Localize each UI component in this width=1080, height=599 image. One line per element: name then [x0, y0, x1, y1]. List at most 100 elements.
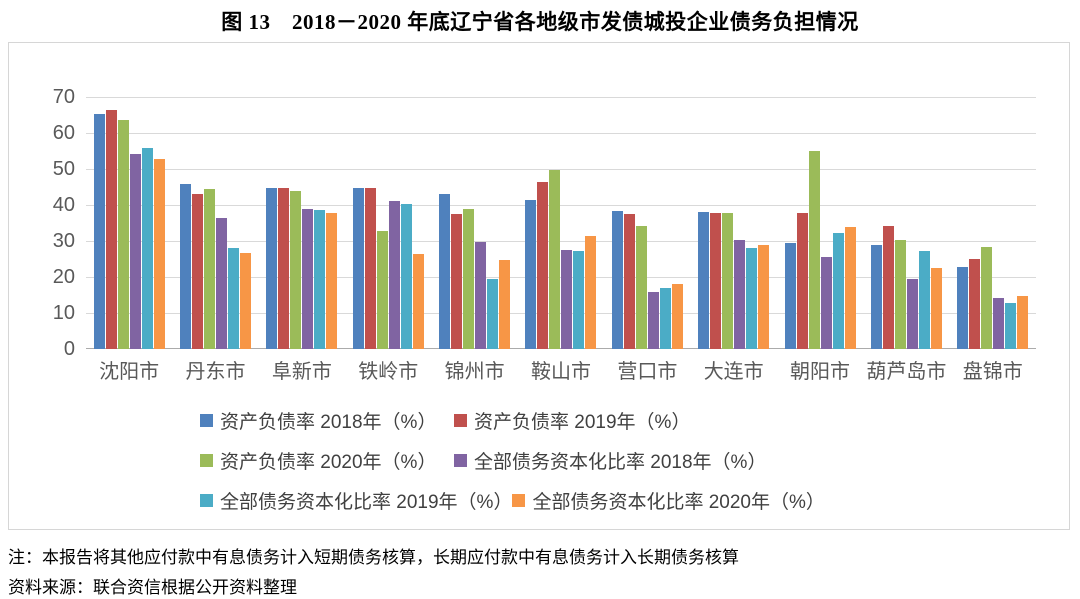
- bar: [635, 226, 647, 349]
- bar: [585, 236, 597, 349]
- y-tick-label: 30: [52, 230, 75, 252]
- bar: [278, 188, 290, 349]
- bar: [698, 212, 710, 349]
- gridline: [86, 97, 1036, 98]
- legend-label: 资产负债率 2019年（%）: [474, 412, 691, 433]
- bar: [525, 200, 537, 349]
- bar: [808, 151, 820, 349]
- bar: [796, 213, 808, 349]
- bar: [1017, 296, 1029, 349]
- bar: [561, 250, 573, 349]
- legend-swatch-icon: [512, 494, 526, 507]
- gridline: [86, 313, 1036, 314]
- legend-swatch-icon: [200, 494, 213, 507]
- bar-group: [950, 97, 1036, 349]
- bar: [412, 254, 424, 349]
- bar: [611, 211, 623, 349]
- bar: [475, 242, 487, 349]
- legend-swatch-icon: [200, 414, 213, 427]
- bar: [957, 267, 969, 349]
- footnote-methodology: 注：本报告将其他应付款中有息债务计入短期债务核算，长期应付款中有息债务计入长期债…: [8, 548, 739, 567]
- bar: [499, 260, 511, 349]
- bar: [204, 189, 216, 349]
- bar: [537, 182, 549, 349]
- bar: [400, 204, 412, 349]
- bar: [659, 288, 671, 349]
- bar: [993, 298, 1005, 349]
- bar: [153, 159, 165, 349]
- bar: [314, 210, 326, 349]
- bar: [882, 226, 894, 349]
- legend-swatch-icon: [200, 454, 213, 467]
- bar: [722, 213, 734, 349]
- bar: [758, 245, 770, 349]
- chart-title: 图 13 2018－2020 年底辽宁省各地级市发债城投企业债务负担情况: [221, 10, 859, 34]
- bar: [894, 240, 906, 349]
- bar: [388, 201, 400, 349]
- bar-groups: [86, 97, 1036, 349]
- bar: [376, 231, 388, 349]
- bar-group: [604, 97, 690, 349]
- bar: [549, 170, 561, 349]
- gridline: [86, 169, 1036, 170]
- bar: [844, 227, 856, 349]
- y-tick-label: 40: [52, 194, 75, 216]
- bar: [746, 248, 758, 349]
- x-axis-line: [86, 348, 1036, 349]
- bar: [290, 191, 302, 349]
- gridline: [86, 277, 1036, 278]
- y-tick-label: 70: [52, 86, 75, 108]
- bar-group: [691, 97, 777, 349]
- bar: [364, 188, 376, 349]
- bar: [734, 240, 746, 349]
- bar: [671, 284, 683, 349]
- legend-row: 资产负债率 2020年（%） 全部债务资本化比率 2018年（%）: [200, 447, 1059, 474]
- y-tick-label: 60: [52, 122, 75, 144]
- bar: [487, 279, 499, 349]
- bar: [192, 194, 204, 349]
- x-tick-label: 锦州市: [444, 361, 505, 383]
- y-tick-label: 20: [52, 266, 75, 288]
- legend-label: 全部债务资本化比率 2019年（%）: [220, 492, 513, 513]
- bar: [906, 279, 918, 349]
- bar: [647, 292, 659, 349]
- y-tick-label: 0: [63, 338, 75, 360]
- bar: [302, 209, 314, 349]
- x-tick-label: 葫芦岛市: [866, 361, 947, 383]
- bar-group: [259, 97, 345, 349]
- x-tick-label: 铁岭市: [358, 361, 419, 383]
- bar: [784, 243, 796, 349]
- legend-item: 资产负债率 2019年（%）: [454, 407, 690, 434]
- bar: [573, 251, 585, 349]
- bar: [710, 213, 722, 349]
- footnote-source: 资料来源：联合资信根据公开资料整理: [8, 578, 297, 597]
- bar: [93, 114, 105, 349]
- gridline: [86, 205, 1036, 206]
- x-tick-label: 沈阳市: [99, 361, 160, 383]
- legend-row: 全部债务资本化比率 2019年（%） 全部债务资本化比率 2020年（%）: [200, 487, 1059, 514]
- x-tick-label: 朝阳市: [790, 361, 851, 383]
- bar: [141, 148, 153, 349]
- bar: [832, 233, 844, 349]
- x-tick-label: 阜新市: [271, 361, 332, 383]
- plot-area: [86, 97, 1036, 349]
- legend-item: 资产负债率 2018年（%）: [200, 407, 454, 434]
- gridline: [86, 241, 1036, 242]
- bar: [820, 257, 832, 349]
- bar: [451, 214, 463, 349]
- bar-group: [777, 97, 863, 349]
- bar-group: [863, 97, 949, 349]
- legend-item: 资产负债率 2020年（%）: [200, 447, 454, 474]
- bar: [969, 259, 981, 349]
- bar: [105, 110, 117, 349]
- bar: [117, 120, 129, 349]
- legend-item: 全部债务资本化比率 2018年（%）: [454, 447, 766, 474]
- bar-group: [431, 97, 517, 349]
- bar: [326, 213, 338, 349]
- legend-label: 全部债务资本化比率 2020年（%）: [532, 492, 825, 513]
- legend-item: 全部债务资本化比率 2020年（%）: [512, 487, 825, 514]
- x-tick-label: 大连市: [703, 361, 764, 383]
- bar: [1005, 303, 1017, 349]
- x-axis-labels: 沈阳市 丹东市 阜新市 铁岭市 锦州市 鞍山市 营口市 大连市 朝阳市 葫芦岛市 盘锦市: [86, 355, 1036, 384]
- legend-row: 资产负债率 2018年（%） 资产负债率 2019年（%）: [200, 407, 1059, 434]
